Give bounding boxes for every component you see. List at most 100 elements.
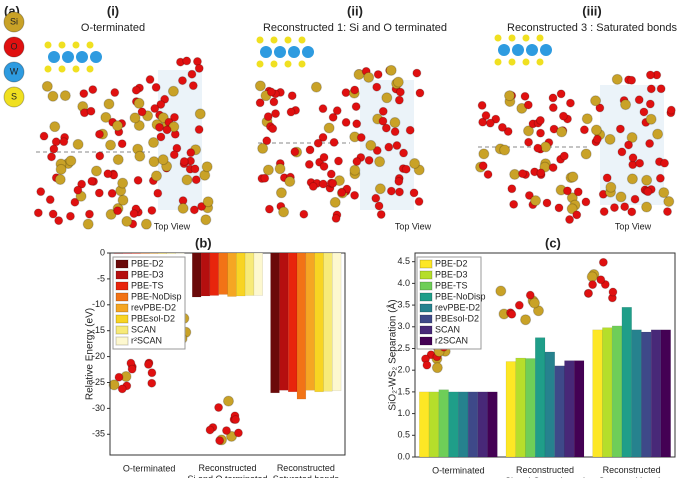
atom-legend-swatch [3, 36, 25, 58]
atom [270, 36, 278, 44]
atom [113, 206, 123, 216]
atom [341, 88, 351, 98]
atom [329, 196, 341, 208]
atom [233, 428, 243, 438]
atom [656, 84, 666, 94]
atom [114, 372, 124, 382]
bar [487, 391, 498, 458]
view-label: Top View [615, 221, 652, 231]
structure-numeral: (i) [107, 3, 119, 18]
atom [288, 46, 300, 58]
atom [205, 425, 215, 435]
bar [140, 252, 150, 254]
atom [169, 112, 179, 122]
atom [112, 154, 124, 166]
atom [254, 80, 266, 92]
bar [660, 329, 671, 458]
atom [260, 173, 270, 183]
atom [256, 60, 264, 68]
atom [514, 300, 524, 310]
atom [384, 142, 394, 152]
atom [350, 85, 360, 95]
y-tick-label: 0.0 [397, 451, 410, 461]
atom [566, 203, 578, 215]
atom [112, 120, 124, 132]
atom [556, 126, 568, 138]
atom [635, 158, 645, 168]
atom [140, 218, 152, 230]
bar [166, 252, 176, 254]
atom [658, 187, 670, 199]
atom [662, 207, 672, 217]
bar [131, 252, 141, 254]
atom [304, 159, 314, 169]
atom [257, 142, 269, 154]
legend-swatch [419, 336, 433, 346]
atom [76, 51, 88, 63]
atom [39, 131, 49, 141]
structure-title: Reconstructed 3 : Saturated bonds [507, 22, 677, 34]
atom [197, 201, 207, 211]
atom [596, 275, 606, 285]
atom [386, 186, 396, 196]
atom [395, 87, 405, 97]
atom [194, 108, 206, 120]
atom [562, 186, 572, 196]
legend-label: SCAN [131, 324, 156, 334]
panel-label: (b) [195, 235, 212, 250]
legend-swatch [419, 292, 433, 302]
atom [341, 117, 351, 127]
atom [415, 88, 425, 98]
legend-label: PBE-NoDisp [131, 291, 182, 301]
atom [310, 81, 322, 93]
atom [666, 105, 676, 115]
y-tick-label: -5 [97, 273, 105, 283]
atom [284, 176, 296, 188]
y-tick-label: 4.5 [397, 256, 410, 266]
x-tick-label: ReconstructedSaturated bonds [273, 463, 340, 478]
atom [641, 201, 653, 213]
bar [438, 389, 449, 458]
bar [218, 252, 228, 295]
atom [313, 138, 323, 148]
atom [602, 173, 612, 183]
atom [580, 148, 592, 160]
bar [270, 252, 280, 394]
legend-swatch [115, 314, 129, 324]
atom [524, 137, 534, 147]
atom [58, 41, 66, 49]
atom-legend-swatch [3, 11, 25, 33]
atom [268, 124, 278, 134]
legend-label: PBE-D3 [435, 269, 468, 279]
bar [113, 252, 123, 254]
atom [507, 184, 517, 194]
atom [523, 100, 533, 110]
atom [481, 111, 491, 121]
atom [54, 173, 66, 185]
bar [564, 360, 575, 458]
atom [372, 146, 382, 156]
atom [308, 181, 318, 191]
atom [352, 119, 362, 129]
y-tick-label: 4.0 [397, 278, 410, 288]
atom [162, 125, 172, 135]
atom [86, 41, 94, 49]
atom [620, 99, 632, 111]
legend-label: PBEsol-D2 [435, 313, 479, 323]
atom [84, 209, 94, 219]
atom-legend-swatch [3, 86, 25, 108]
atom [409, 157, 421, 169]
atom [567, 171, 579, 183]
atom [645, 99, 655, 109]
atom [565, 215, 575, 225]
bar [535, 337, 546, 458]
bar [227, 252, 237, 297]
atom [522, 34, 530, 42]
bar [621, 307, 632, 458]
atom [365, 139, 377, 151]
legend-label: PBE-D3 [131, 269, 164, 279]
atom [117, 384, 127, 394]
atom [328, 178, 338, 188]
atom [392, 76, 404, 88]
atom [134, 150, 146, 162]
